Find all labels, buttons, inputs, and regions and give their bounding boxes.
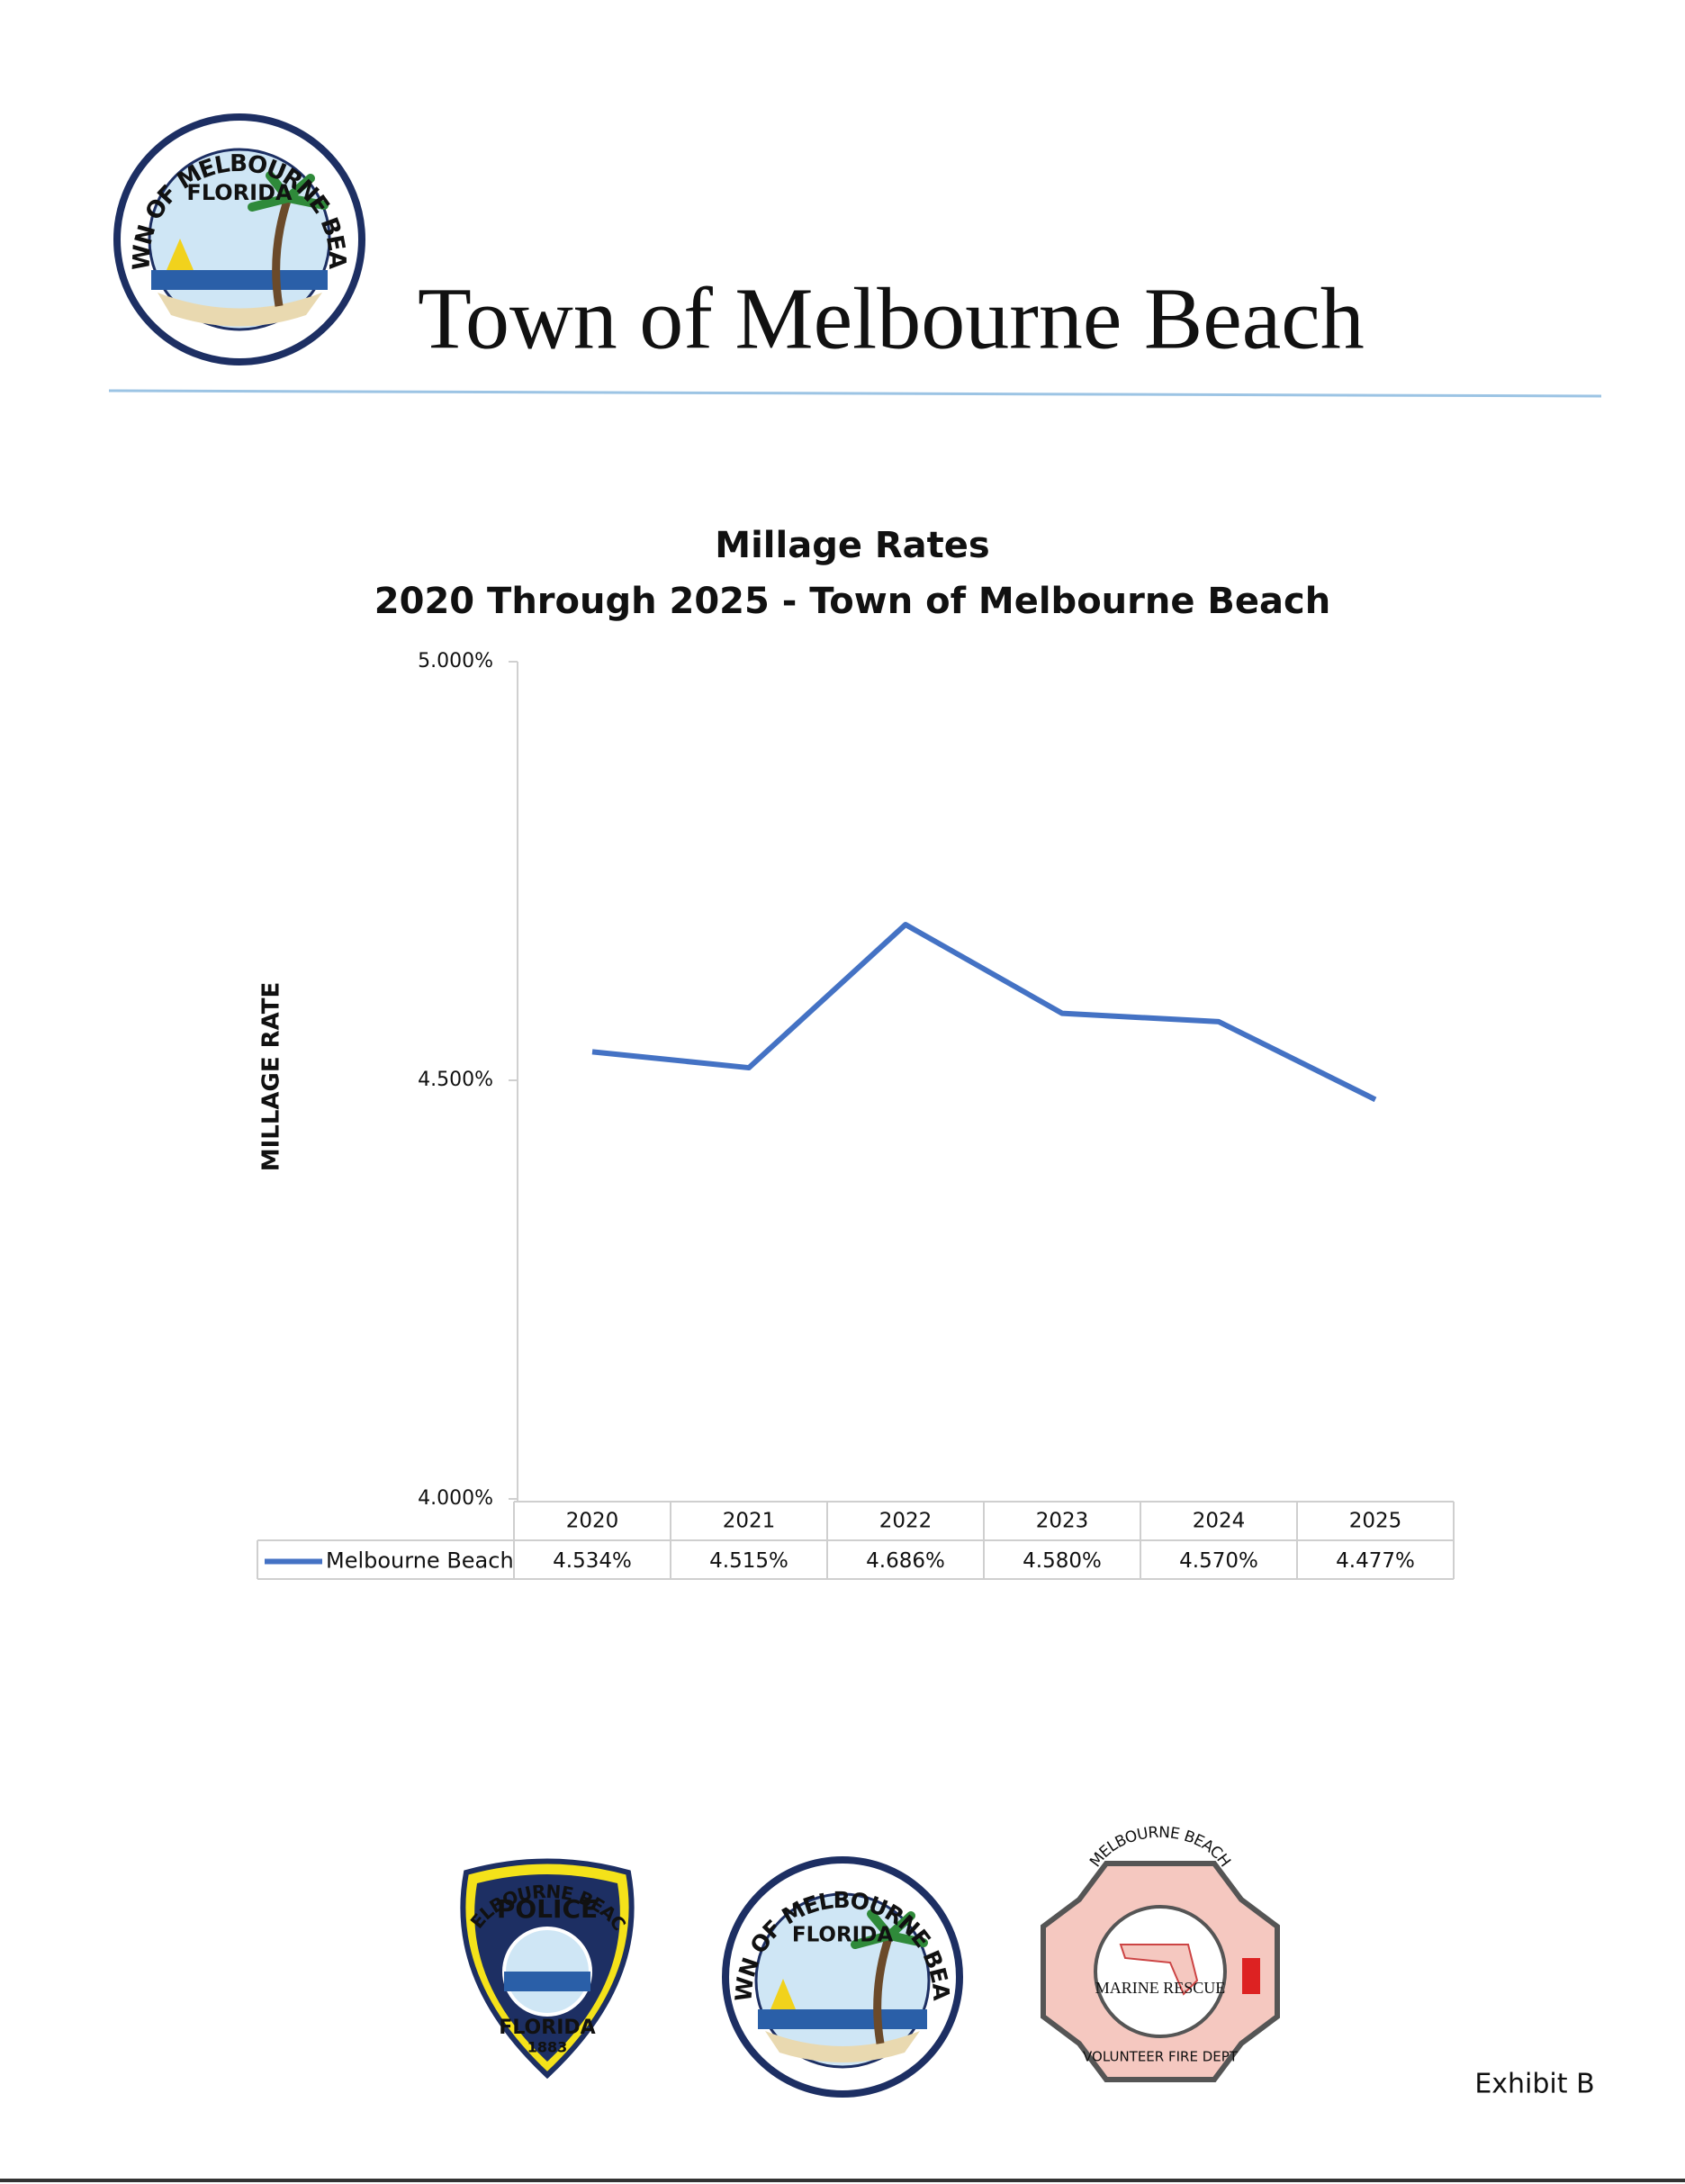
x-tick-label: 2021 <box>723 1510 776 1533</box>
police-year: 1883 <box>527 2039 568 2056</box>
table-value: 4.686% <box>866 1549 945 1573</box>
table-value: 4.570% <box>1179 1549 1258 1573</box>
exhibit-label: Exhibit B <box>1474 2069 1594 2100</box>
y-tick-label: 4.500% <box>418 1069 493 1091</box>
y-tick-label: 5.000% <box>418 650 493 672</box>
x-tick-label: 2023 <box>1036 1510 1089 1533</box>
chart: 4.000% 4.500% 5.000% 2020 2021 2022 2023 2024 20… <box>257 650 1455 1580</box>
fire-middle-text: MARINE RESCUE <box>1095 1979 1226 1997</box>
legend-label: Melbourne Beach <box>326 1548 514 1574</box>
y-axis-label: MILLAGE RATE <box>258 982 285 1172</box>
logo-state: FLORIDA <box>186 180 293 205</box>
table-value: 4.477% <box>1336 1549 1415 1573</box>
x-tick-label: 2024 <box>1193 1510 1246 1533</box>
police-middle-text: POLICE <box>497 1894 598 1924</box>
page-title: Town of Melbourne Beach <box>418 270 1365 367</box>
chart-subtitle: 2020 Through 2025 - Town of Melbourne Be… <box>374 581 1330 622</box>
x-tick-label: 2025 <box>1349 1510 1402 1533</box>
fire-logo: MELBOURNE BEACH MARINE RESCUE VOLUNTEER … <box>1041 1824 1280 2082</box>
chart-title: Millage Rates <box>715 525 989 566</box>
table-value: 4.515% <box>709 1549 788 1573</box>
x-tick-label: 2022 <box>879 1510 933 1533</box>
header-rule <box>108 389 1602 398</box>
logo-state: FLORIDA <box>792 1924 893 1947</box>
table-value: 4.534% <box>553 1549 632 1573</box>
town-logo: TOWN OF MELBOURNE BEACH FLORIDA <box>0 0 365 366</box>
y-tick-label: 4.000% <box>418 1487 493 1510</box>
fire-bottom-text: VOLUNTEER FIRE DEPT <box>1083 2049 1239 2065</box>
table-value: 4.580% <box>1023 1549 1102 1573</box>
x-tick-label: 2020 <box>566 1510 619 1533</box>
series-line <box>591 922 1377 1103</box>
police-bottom-text: FLORIDA <box>499 2017 595 2039</box>
